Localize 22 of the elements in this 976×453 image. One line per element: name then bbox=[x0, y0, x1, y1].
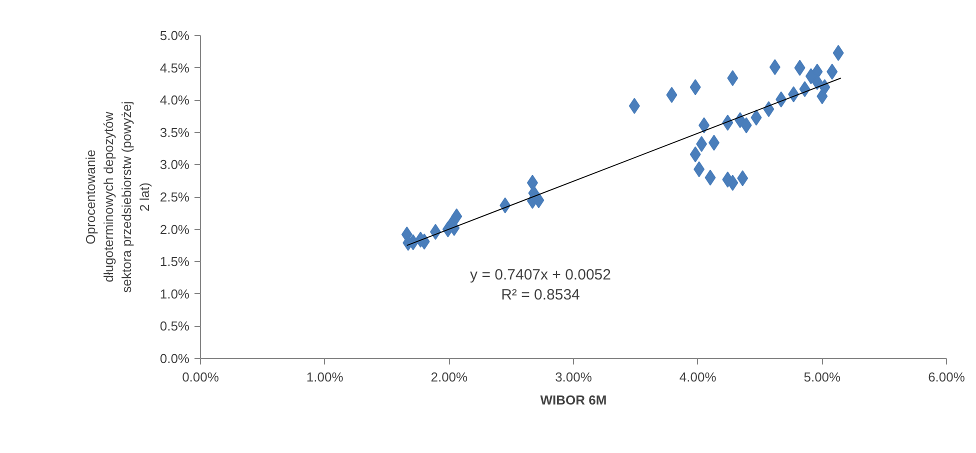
y-tick-label: 1.0% bbox=[160, 286, 190, 302]
y-tick-label: 0.0% bbox=[160, 351, 190, 366]
y-tick-label: 2.0% bbox=[160, 222, 190, 237]
x-tick-label: 1.00% bbox=[306, 370, 344, 384]
y-tick-label: 3.5% bbox=[160, 124, 190, 140]
y-tick-label: 0.5% bbox=[160, 318, 190, 334]
y-tick-label: 3.0% bbox=[160, 157, 190, 172]
x-tick-label: 4.00% bbox=[679, 370, 717, 384]
x-tick-label: 0.00% bbox=[182, 370, 220, 384]
y-tick-label: 4.0% bbox=[160, 92, 190, 108]
y-axis-title: Oprocentowanie długoterminowych depozytów sektora przedsiebiorstw (powyżej 2 lat) bbox=[82, 101, 152, 293]
x-axis-title: WIBOR 6M bbox=[540, 392, 607, 408]
annotation: y = 0.7407x + 0.0052 bbox=[470, 266, 611, 284]
y-tick-label: 2.5% bbox=[160, 190, 190, 204]
y-tick-label: 5.0% bbox=[160, 28, 190, 43]
x-tick-label: 6.00% bbox=[928, 370, 966, 384]
x-tick-label: 3.00% bbox=[555, 370, 592, 384]
x-tick-label: 5.00% bbox=[804, 370, 842, 384]
annotation: R² = 0.8534 bbox=[501, 286, 580, 304]
y-tick-label: 4.5% bbox=[160, 60, 190, 76]
y-tick-label: 1.5% bbox=[160, 254, 190, 270]
x-tick-label: 2.00% bbox=[430, 370, 468, 384]
